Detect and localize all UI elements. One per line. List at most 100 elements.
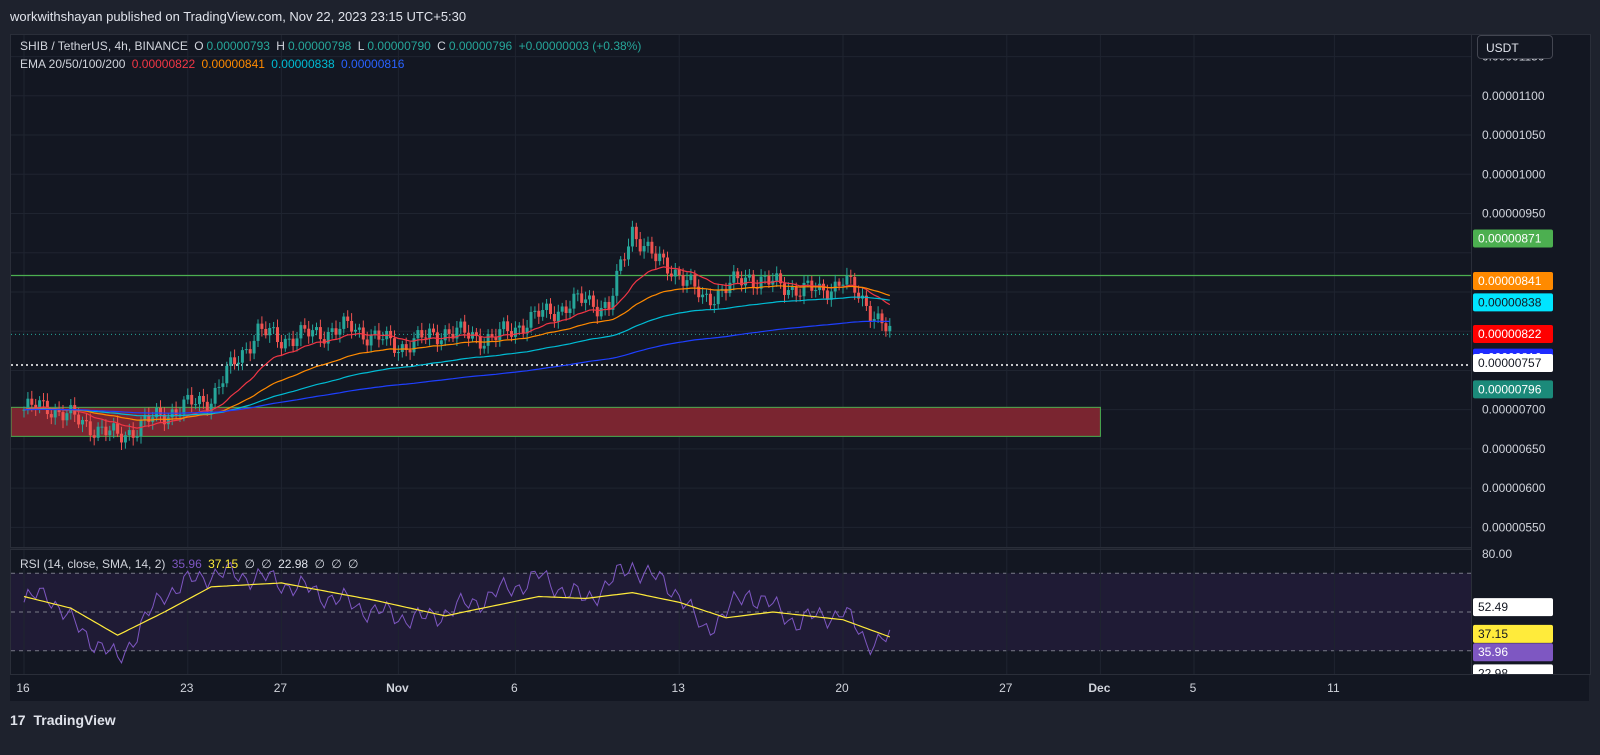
ema100-price-badge-bg (1473, 293, 1553, 312)
currency-label: USDT (1486, 41, 1519, 55)
time-tick-label: 23 (180, 681, 194, 695)
candle-body (81, 420, 84, 425)
support-price-badge-bg (1473, 353, 1553, 372)
low-label: L (357, 39, 365, 53)
tradingview-footer: 17 TradingView (10, 712, 116, 728)
candle-body (92, 435, 96, 438)
time-tick-label: 11 (1327, 681, 1340, 695)
candle-body (143, 415, 147, 421)
candle-body (841, 284, 845, 286)
price-chart-pane[interactable] (10, 34, 1472, 548)
candle-body (798, 295, 802, 297)
candle-body (767, 275, 771, 285)
support-zone (11, 406, 1101, 437)
candle-body (638, 239, 642, 252)
candle-body (521, 325, 525, 334)
candle-body (541, 310, 545, 317)
price-tick-label: 0.00000600 (1482, 481, 1546, 495)
time-scale-svg[interactable]: 16 23 27 Nov 6 13 20 27 Dec 5 11 (10, 675, 1589, 701)
candle-body (237, 362, 240, 365)
candle-body (880, 313, 884, 324)
price-scale[interactable]: 0.000011500.000011000.000010500.00001000… (1471, 34, 1591, 675)
candle-body (338, 328, 342, 335)
candle-body (666, 257, 669, 274)
candle-body (205, 401, 209, 412)
time-tick-label: 16 (16, 681, 30, 695)
rsi-phi-4: ∅ (331, 557, 342, 571)
candle-body (794, 286, 798, 296)
candle-body (88, 421, 92, 436)
rsi-phi-1: ∅ (244, 557, 255, 571)
candle-body (248, 349, 252, 354)
candle-body (361, 327, 365, 340)
candle-body (213, 387, 217, 404)
candle-body (829, 291, 833, 300)
candle-body (209, 403, 213, 412)
candle-body (326, 332, 330, 344)
candle-body (724, 288, 728, 294)
candle-body (833, 281, 837, 292)
candle-body (201, 395, 205, 402)
resistance-price-badge-bg (1473, 229, 1553, 248)
price-chart-svg[interactable] (11, 35, 1471, 547)
rsi-phi-2: ∅ (261, 557, 272, 571)
candle-body (513, 327, 517, 337)
time-tick-label: 27 (999, 681, 1013, 695)
candle-body (291, 338, 295, 347)
time-scale[interactable]: 16 23 27 Nov 6 13 20 27 Dec 5 11 (10, 675, 1589, 701)
candle-body (662, 253, 666, 258)
candle-body (708, 293, 712, 306)
publish-text: workwithshayan published on TradingView.… (10, 9, 467, 24)
candle-body (420, 330, 424, 338)
candle-body (502, 321, 506, 330)
rsi-legend: RSI (14, close, SMA, 14, 2) 35.96 37.15 … (20, 557, 362, 571)
candle-body (685, 280, 689, 286)
candle-body (510, 331, 513, 337)
ema200-line (23, 320, 890, 414)
candle-body (615, 270, 619, 296)
candle-body (256, 323, 260, 341)
candle-body (627, 246, 630, 260)
candle-body (186, 394, 190, 400)
candle-body (740, 278, 744, 286)
candle-body (607, 301, 611, 310)
candle-body (26, 398, 30, 410)
candle-body (225, 365, 229, 384)
candle-body (127, 430, 131, 436)
candle-body (381, 339, 385, 341)
symbol-label: SHIB / TetherUS, 4h, BINANCE (20, 39, 188, 53)
candle-body (443, 329, 447, 341)
candle-body (884, 323, 888, 332)
time-tick-label: Nov (386, 681, 409, 695)
support-price-badge: 0.00000757 (1478, 356, 1542, 370)
candle-body (318, 327, 322, 340)
close-label: C (437, 39, 446, 53)
candle-body (182, 399, 186, 415)
candle-body (53, 408, 57, 418)
currency-button[interactable]: USDT (1477, 35, 1553, 59)
candle-body (642, 246, 646, 252)
symbol-legend: SHIB / TetherUS, 4h, BINANCE O 0.00000793… (20, 39, 644, 53)
candle-body (404, 344, 408, 350)
time-tick-label: 13 (672, 681, 686, 695)
candle-body (279, 342, 283, 349)
candle-body (77, 414, 81, 425)
ema100-line (23, 296, 890, 417)
rsi-pane[interactable] (10, 549, 1472, 675)
rsi-chart-svg[interactable] (11, 550, 1471, 674)
candle-body (506, 321, 510, 332)
last-price-badge: 0.00000796 (1478, 382, 1542, 396)
candle-body (311, 330, 315, 337)
candle-body (728, 282, 732, 294)
candle-body (537, 310, 541, 317)
close-value: 0.00000796 (448, 39, 513, 53)
candle-body (357, 327, 361, 330)
high-value: 0.00000798 (287, 39, 352, 53)
time-tick-label: 27 (274, 681, 288, 695)
candle-body (564, 306, 568, 313)
candle-body (198, 395, 201, 405)
candle-body (623, 259, 627, 261)
price-scale-svg[interactable]: 0.000011500.000011000.000010500.00001000… (1472, 35, 1590, 674)
candle-body (572, 293, 576, 309)
candle-body (697, 286, 701, 298)
